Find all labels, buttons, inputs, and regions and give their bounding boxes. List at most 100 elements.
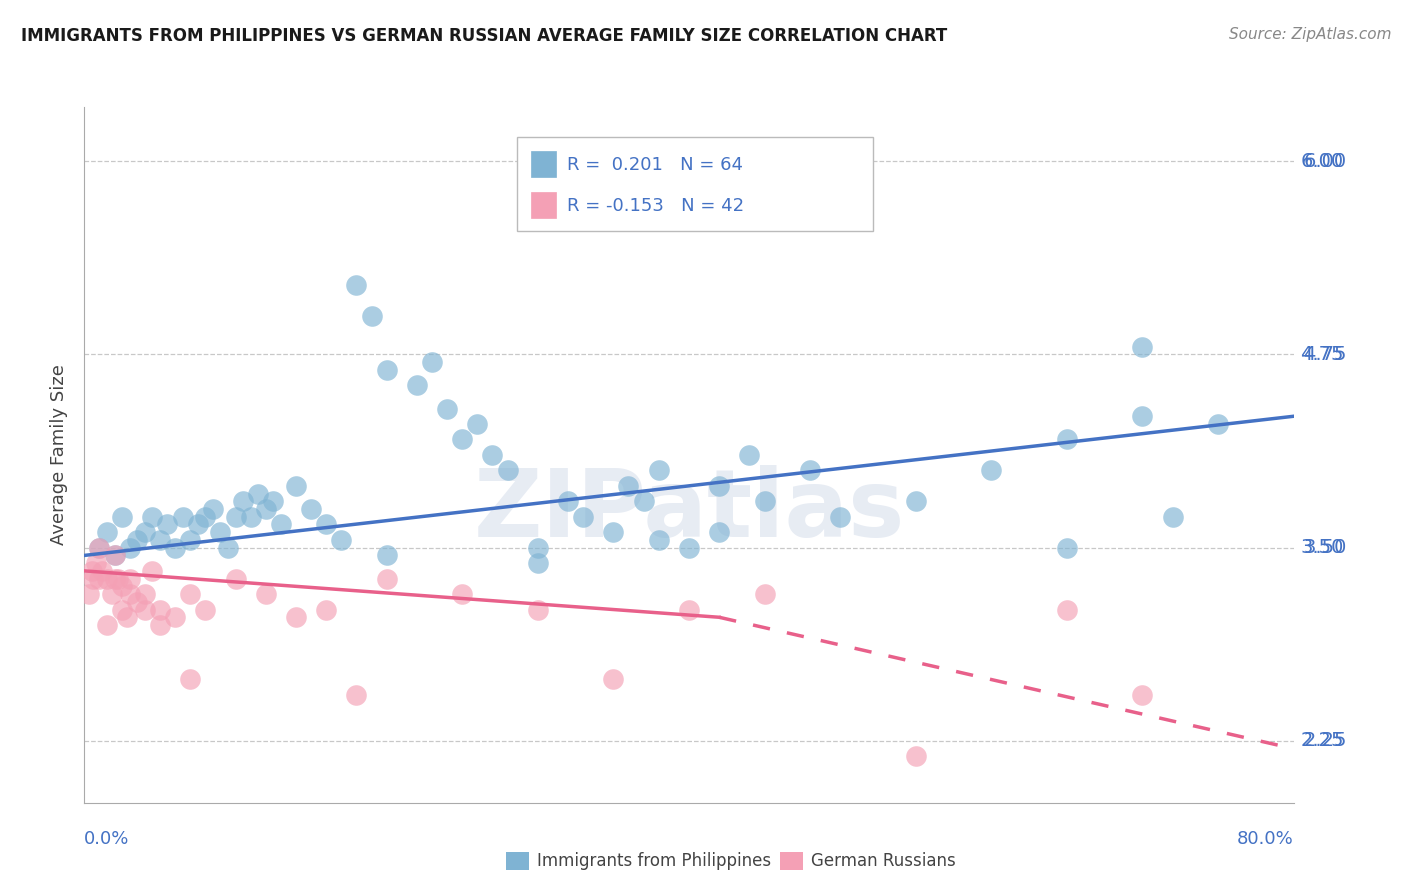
Point: [179, 672, 201, 686]
Text: 4.75: 4.75: [1303, 345, 1347, 364]
Point: [315, 517, 337, 532]
Point: [420, 355, 443, 369]
Point: [149, 602, 172, 616]
Point: [557, 494, 579, 508]
Point: [904, 494, 927, 508]
Point: [633, 494, 655, 508]
Point: [527, 602, 550, 616]
Point: [1130, 409, 1153, 424]
Point: [165, 610, 187, 624]
Point: [330, 533, 353, 547]
Point: [602, 525, 624, 540]
Point: [239, 509, 262, 524]
Point: [247, 486, 270, 500]
Point: [187, 517, 209, 532]
Point: [262, 494, 284, 508]
Point: [134, 602, 156, 616]
Point: [709, 479, 731, 493]
Point: [678, 541, 700, 555]
Point: [89, 541, 111, 555]
Point: [375, 363, 398, 377]
Point: [134, 525, 156, 540]
Point: [91, 564, 114, 578]
Text: ZIPatlas: ZIPatlas: [474, 465, 904, 557]
Text: 80.0%: 80.0%: [1237, 830, 1294, 847]
Point: [647, 533, 671, 547]
Point: [496, 463, 519, 477]
Point: [141, 509, 163, 524]
Point: [754, 587, 776, 601]
Point: [201, 502, 224, 516]
Point: [82, 572, 104, 586]
Point: [179, 587, 201, 601]
Point: [527, 556, 550, 570]
Point: [904, 749, 927, 764]
Point: [284, 610, 308, 624]
Text: R =  0.201   N = 64: R = 0.201 N = 64: [568, 156, 744, 175]
Point: [194, 602, 217, 616]
Point: [678, 602, 700, 616]
Point: [738, 448, 761, 462]
Point: [375, 572, 398, 586]
Point: [346, 277, 368, 292]
Point: [527, 541, 550, 555]
Text: 4.75: 4.75: [1301, 345, 1344, 364]
Point: [360, 309, 382, 323]
Point: [225, 509, 247, 524]
Point: [270, 517, 292, 532]
Text: 3.50: 3.50: [1301, 538, 1344, 558]
Point: [107, 572, 129, 586]
Point: [111, 602, 134, 616]
Point: [77, 587, 100, 601]
Point: [284, 479, 308, 493]
Point: [254, 587, 277, 601]
Point: [96, 572, 118, 586]
Point: [127, 595, 149, 609]
Point: [799, 463, 821, 477]
Point: [149, 533, 172, 547]
Point: [80, 564, 103, 578]
Point: [451, 587, 474, 601]
Text: German Russians: German Russians: [811, 852, 956, 870]
Point: [1130, 688, 1153, 702]
Point: [572, 509, 595, 524]
Point: [375, 549, 398, 563]
Point: [451, 433, 474, 447]
Point: [134, 587, 156, 601]
Point: [225, 572, 247, 586]
Point: [111, 579, 134, 593]
Point: [1056, 602, 1078, 616]
Point: [89, 572, 111, 586]
Point: [209, 525, 232, 540]
Point: [346, 688, 368, 702]
Point: [172, 509, 194, 524]
Point: [194, 509, 217, 524]
Point: [127, 533, 149, 547]
Point: [104, 572, 127, 586]
Point: [436, 401, 458, 416]
Point: [118, 541, 141, 555]
Point: [406, 378, 429, 392]
Text: Immigrants from Philippines: Immigrants from Philippines: [537, 852, 772, 870]
Point: [149, 618, 172, 632]
Point: [141, 564, 163, 578]
Text: 2.25: 2.25: [1303, 731, 1347, 750]
Point: [96, 618, 118, 632]
Point: [467, 417, 489, 431]
Text: R = -0.153   N = 42: R = -0.153 N = 42: [568, 197, 745, 215]
Point: [980, 463, 1002, 477]
Point: [647, 463, 671, 477]
Text: 0.0%: 0.0%: [84, 830, 129, 847]
Point: [1206, 417, 1229, 431]
Point: [86, 556, 108, 570]
Point: [118, 587, 141, 601]
Point: [179, 533, 201, 547]
Point: [100, 587, 122, 601]
Text: 2.25: 2.25: [1301, 731, 1344, 750]
Point: [709, 525, 731, 540]
Point: [96, 525, 118, 540]
Point: [754, 494, 776, 508]
Point: [118, 572, 141, 586]
Text: 6.00: 6.00: [1303, 152, 1347, 170]
Point: [299, 502, 322, 516]
